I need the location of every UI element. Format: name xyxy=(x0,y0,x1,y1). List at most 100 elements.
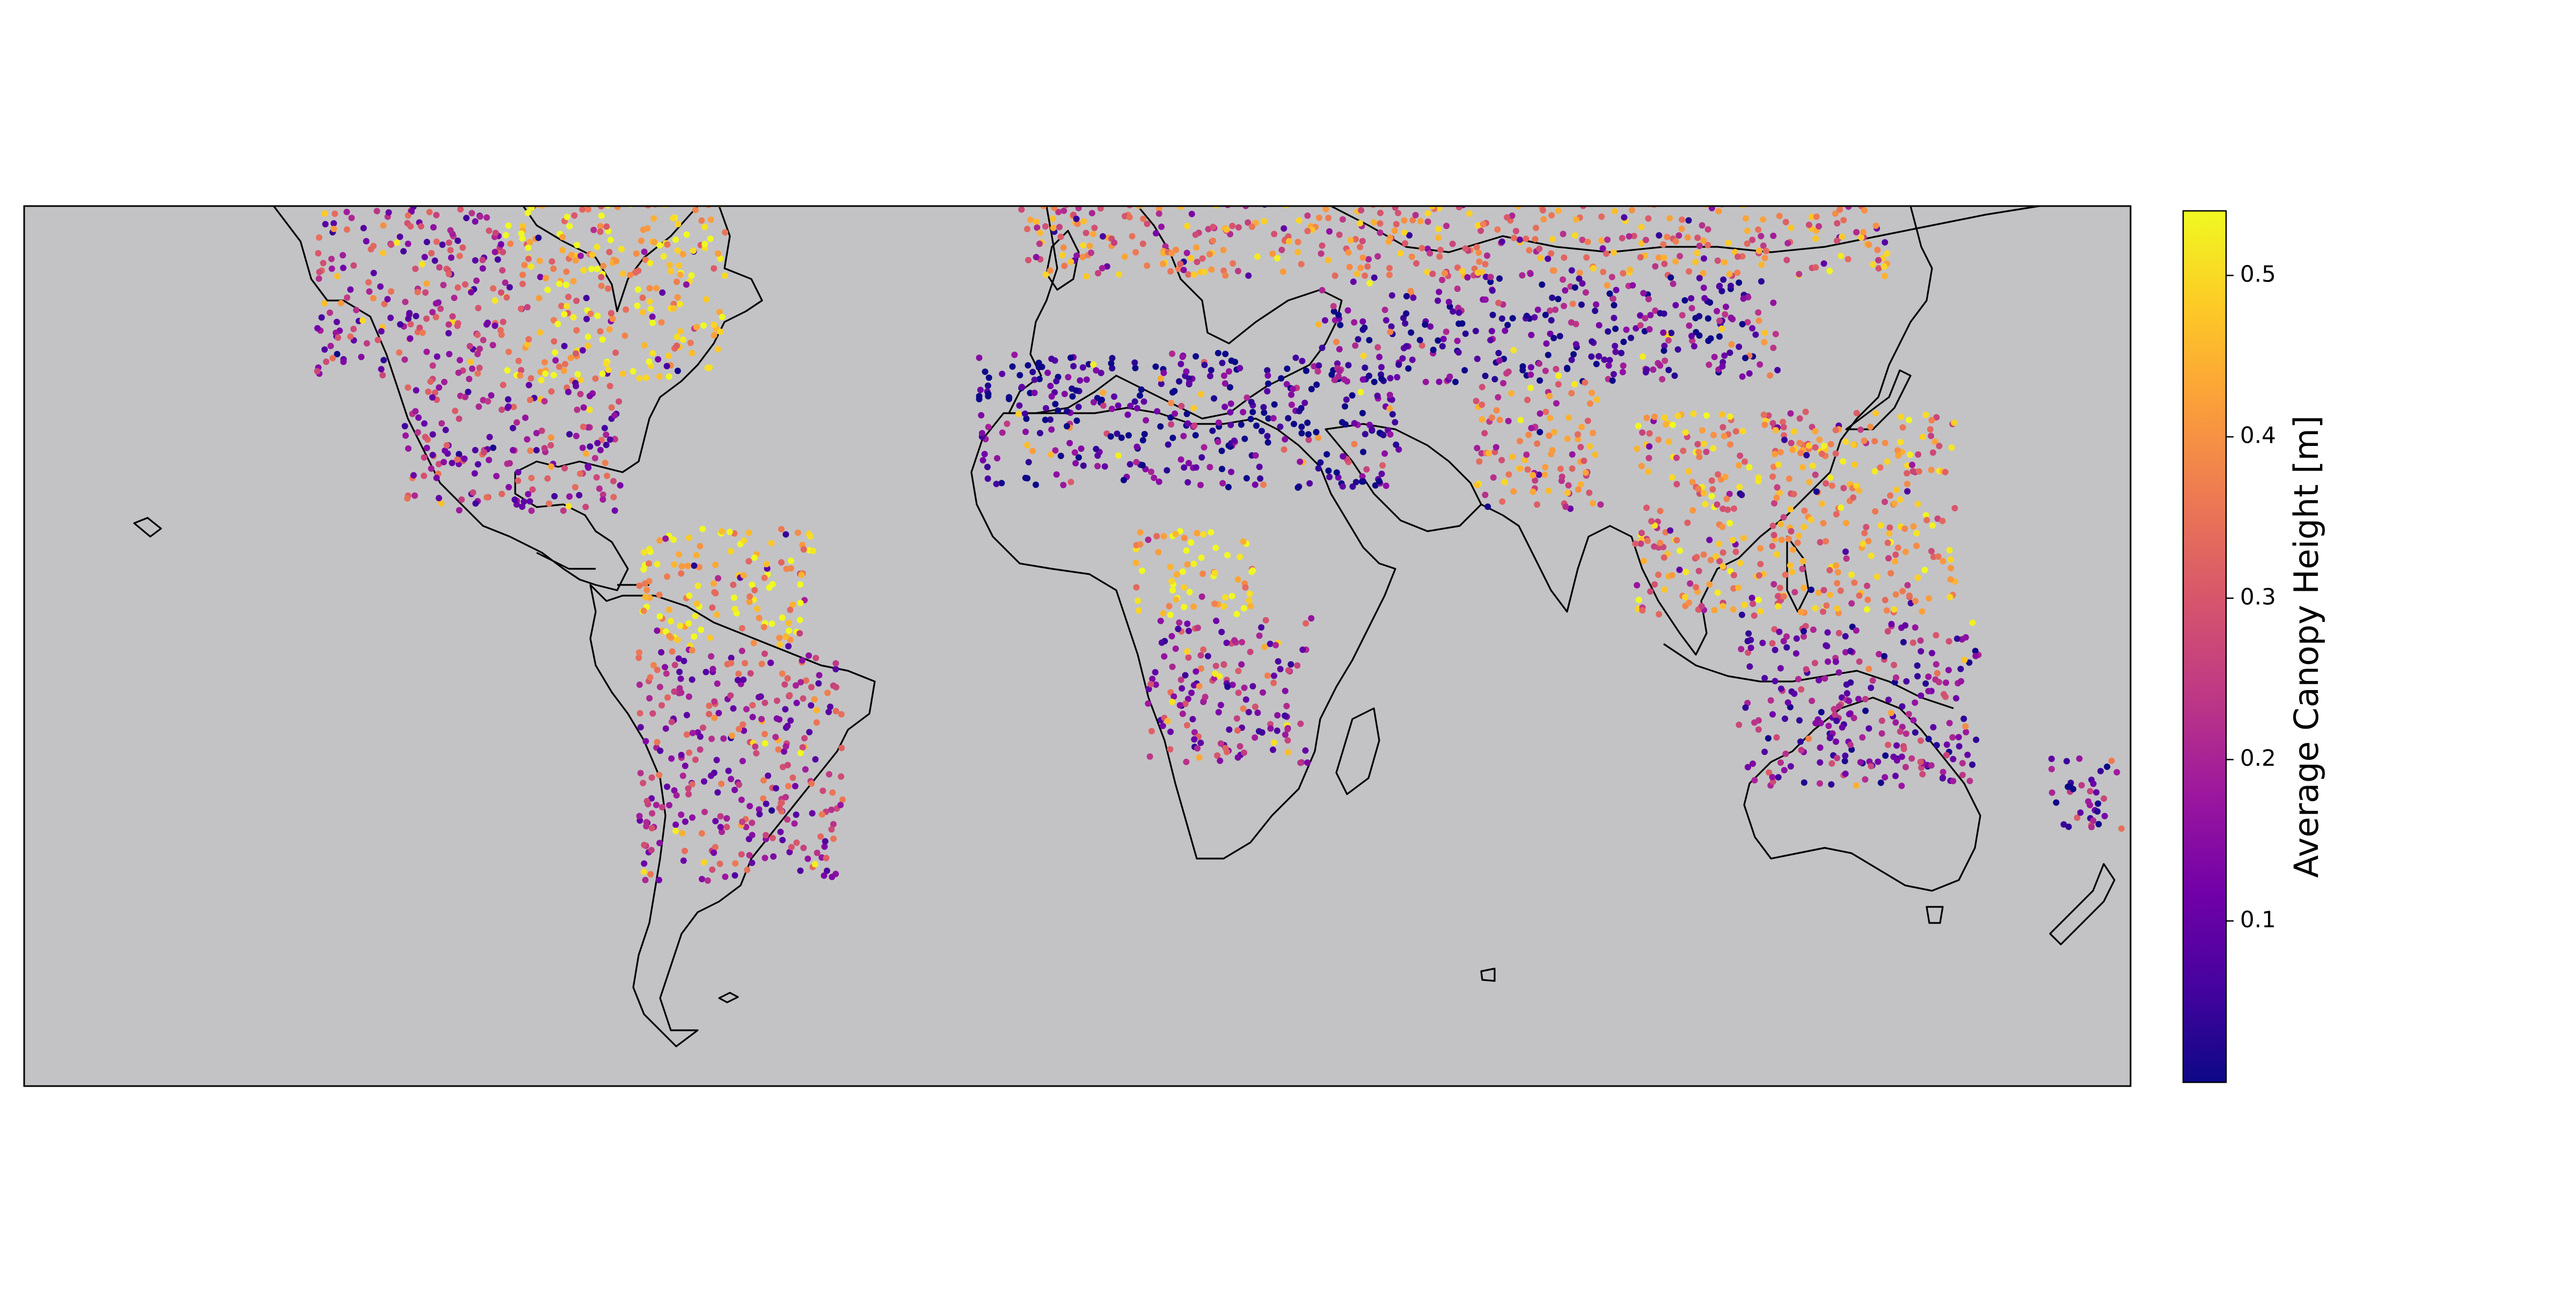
data-point xyxy=(528,474,535,481)
data-point xyxy=(1344,378,1351,385)
data-point xyxy=(547,129,554,136)
data-point xyxy=(646,546,653,553)
data-point xyxy=(758,716,765,723)
data-point xyxy=(691,562,698,569)
data-point xyxy=(494,256,501,263)
data-point xyxy=(1155,549,1162,555)
data-point xyxy=(1674,346,1681,353)
data-point xyxy=(689,349,696,356)
data-point xyxy=(1073,140,1079,146)
data-point xyxy=(784,816,791,823)
data-point xyxy=(1865,665,1872,672)
data-point xyxy=(1240,705,1247,712)
data-point xyxy=(826,771,832,778)
data-point xyxy=(564,303,570,310)
data-point xyxy=(1059,252,1066,259)
data-point xyxy=(1191,736,1198,743)
data-point xyxy=(747,593,753,600)
data-point xyxy=(1912,729,1919,736)
data-point xyxy=(1611,302,1618,309)
data-point xyxy=(545,160,551,166)
data-point xyxy=(449,313,456,320)
data-point xyxy=(1097,206,1104,212)
data-point xyxy=(1383,150,1389,157)
data-point xyxy=(1287,159,1293,166)
data-point xyxy=(1612,129,1619,136)
data-point xyxy=(1914,673,1921,680)
data-point xyxy=(787,558,794,564)
data-point xyxy=(1326,473,1333,480)
data-point xyxy=(1807,587,1814,593)
data-point xyxy=(797,750,804,757)
data-point xyxy=(1833,511,1840,518)
data-point xyxy=(1075,206,1082,211)
data-point xyxy=(1158,223,1165,230)
data-point xyxy=(447,227,454,234)
data-point xyxy=(1024,442,1031,449)
data-point xyxy=(1362,272,1368,279)
data-point xyxy=(641,342,648,349)
data-point xyxy=(1586,443,1593,450)
data-point xyxy=(689,814,696,821)
data-point xyxy=(1824,629,1831,636)
data-point xyxy=(1280,225,1287,232)
data-point xyxy=(1570,351,1577,358)
data-point xyxy=(1696,275,1703,282)
data-point xyxy=(550,317,557,324)
data-point xyxy=(1534,440,1541,447)
data-point xyxy=(765,772,772,779)
data-point xyxy=(1862,776,1869,783)
data-point xyxy=(1943,752,1950,759)
data-point xyxy=(645,124,652,131)
data-point xyxy=(1271,401,1278,408)
data-point xyxy=(1638,240,1645,247)
data-point xyxy=(1201,362,1208,369)
data-point xyxy=(685,791,692,798)
data-point xyxy=(1424,210,1431,217)
data-point xyxy=(1739,253,1746,260)
data-point xyxy=(1568,356,1575,363)
data-point xyxy=(585,206,591,213)
data-point xyxy=(1580,147,1586,153)
data-point xyxy=(1487,274,1494,281)
data-point xyxy=(1217,740,1224,747)
data-point xyxy=(1374,144,1380,150)
data-point xyxy=(1578,301,1585,308)
data-point xyxy=(1220,246,1227,253)
data-point xyxy=(1190,130,1197,136)
data-point xyxy=(1208,131,1214,138)
data-point xyxy=(1684,234,1691,241)
data-point xyxy=(642,738,649,745)
data-point xyxy=(1185,379,1192,386)
data-point xyxy=(707,772,714,779)
data-point xyxy=(714,680,721,687)
data-point xyxy=(796,630,803,637)
data-point xyxy=(455,237,462,244)
data-point xyxy=(1628,334,1634,341)
data-point xyxy=(1377,209,1384,216)
data-point xyxy=(786,627,792,634)
data-point xyxy=(1769,774,1776,781)
data-point xyxy=(1298,261,1305,268)
data-point xyxy=(1363,466,1370,473)
data-point xyxy=(1693,554,1700,561)
data-point xyxy=(405,384,412,391)
data-point xyxy=(1652,263,1659,270)
data-point xyxy=(611,507,618,514)
data-point xyxy=(1401,149,1408,155)
data-point xyxy=(1550,429,1557,436)
data-point xyxy=(1350,278,1357,285)
data-point xyxy=(1871,468,1878,475)
data-point xyxy=(1536,410,1543,417)
data-point xyxy=(738,625,745,632)
data-point xyxy=(1158,380,1165,387)
data-point xyxy=(1947,576,1954,583)
data-point xyxy=(1284,737,1291,744)
data-point xyxy=(1268,119,1275,126)
data-point xyxy=(1449,240,1456,247)
data-point xyxy=(1184,695,1191,702)
data-point xyxy=(457,206,464,213)
data-point xyxy=(1892,551,1899,558)
data-point xyxy=(1796,415,1803,422)
data-point xyxy=(1615,146,1621,153)
